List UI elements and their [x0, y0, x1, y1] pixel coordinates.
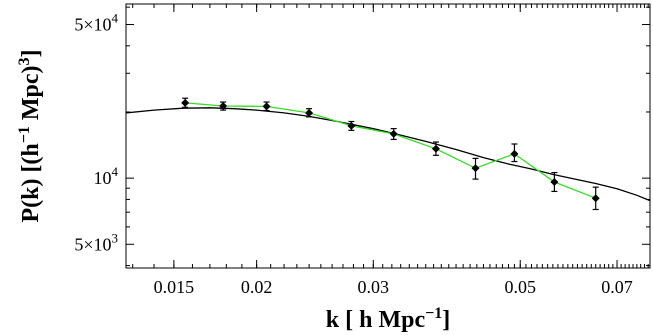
model-curve	[125, 107, 651, 202]
x-tick-label: 0.03	[358, 277, 390, 297]
data-point-marker	[431, 144, 440, 153]
y-tick-label: 104	[94, 164, 119, 188]
y-tick-mantissa: 5×10	[74, 15, 111, 35]
y-tick-mantissa: 5×10	[74, 234, 111, 254]
y-tick-exponent: 4	[112, 164, 119, 179]
model-curve-layer	[125, 107, 651, 202]
y-tick-exponent: 3	[112, 230, 119, 245]
plot-frame	[125, 3, 651, 269]
data-markers-layer	[181, 98, 600, 203]
y-tick-exponent: 4	[112, 11, 119, 26]
data-point-marker	[510, 149, 519, 158]
y-tick-label: 5×104	[74, 11, 118, 35]
x-tick-label: 0.07	[601, 277, 633, 297]
data-point-marker	[305, 108, 314, 117]
error-bars-layer	[182, 97, 599, 211]
data-point-marker	[550, 178, 559, 187]
x-axis-label: k [ h Mpc−1]	[326, 305, 450, 333]
data-point-marker	[181, 98, 190, 107]
x-tick-label: 0.02	[241, 277, 273, 297]
x-tick-label: 0.015	[154, 277, 195, 297]
x-tick-label: 0.05	[504, 277, 536, 297]
y-tick-mantissa: 10	[94, 168, 112, 188]
data-point-marker	[471, 164, 480, 173]
data-point-marker	[347, 121, 356, 130]
connecting-line-layer	[185, 102, 596, 199]
data-point-marker	[389, 129, 398, 138]
axis-ticks	[126, 4, 650, 268]
y-tick-label: 5×103	[74, 230, 118, 254]
connecting-line	[185, 102, 596, 199]
data-point-marker	[219, 101, 228, 110]
data-point-marker	[591, 194, 600, 203]
data-point-marker	[262, 102, 271, 111]
y-axis-label: P(k) [(h−1 Mpc)3]	[16, 49, 44, 222]
x-tick-labels: 0.015 0.02 0.03 0.05 0.07	[154, 277, 633, 297]
